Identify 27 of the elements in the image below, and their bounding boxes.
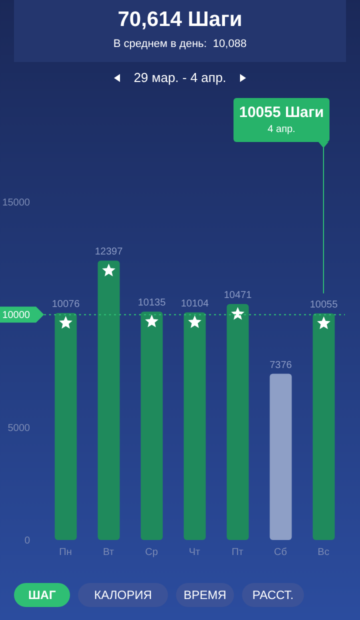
text: ШАГ (14, 583, 70, 607)
x-tick-label: Чт (188, 547, 201, 558)
data-label: 10135 (138, 298, 166, 309)
chart-subtitle: В среднем в день: 10,088 (112, 38, 248, 50)
x-tick-label: Сб (274, 547, 288, 558)
data-label: 7376 (270, 360, 292, 371)
text: ВРЕМЯ (176, 583, 234, 607)
x-tick-label: Пт (232, 547, 244, 558)
y-tick-label: 0 (24, 536, 30, 546)
data-label: 10104 (180, 298, 210, 310)
x-tick-label: Вт (103, 547, 114, 558)
y-tick-label: 5000 (8, 422, 30, 434)
data-label: 10076 (52, 298, 80, 310)
data-label: 12397 (94, 246, 124, 258)
text: 29 мар. - 4 апр. (134, 70, 226, 85)
x-tick-label: Пн (59, 547, 72, 558)
y-tick-label: 15000 (2, 198, 30, 208)
text: КАЛОРИЯ (78, 583, 168, 607)
x-tick-label: Вс (318, 547, 330, 558)
data-label: 10471 (224, 290, 252, 302)
chart-title: 70,614 Шаги (116, 8, 244, 32)
x-tick-label: Ср (145, 547, 158, 558)
text: 10055 Шаги (239, 104, 324, 121)
data-label: 10055 (310, 299, 338, 310)
text: 4 апр. (268, 124, 296, 135)
y-tick-label: 10000 (2, 310, 30, 322)
text: РАССТ. (242, 583, 304, 607)
